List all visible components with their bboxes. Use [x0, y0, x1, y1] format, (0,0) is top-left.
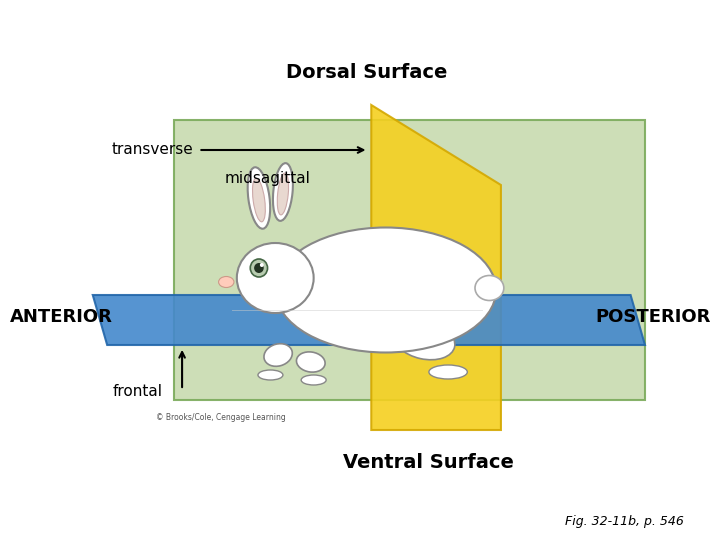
- Circle shape: [260, 263, 264, 267]
- Ellipse shape: [273, 163, 293, 221]
- Ellipse shape: [475, 275, 504, 300]
- Ellipse shape: [277, 173, 289, 215]
- Text: Dorsal Surface: Dorsal Surface: [286, 63, 447, 82]
- Ellipse shape: [219, 276, 234, 287]
- Text: frontal: frontal: [113, 384, 163, 400]
- Text: transverse: transverse: [112, 143, 194, 158]
- Text: midsagittal: midsagittal: [225, 171, 310, 186]
- Text: Ventral Surface: Ventral Surface: [343, 453, 514, 471]
- Circle shape: [254, 263, 264, 273]
- Text: ANTERIOR: ANTERIOR: [9, 308, 112, 326]
- Ellipse shape: [264, 343, 292, 366]
- Ellipse shape: [253, 178, 266, 222]
- Ellipse shape: [248, 167, 270, 229]
- Ellipse shape: [275, 227, 496, 353]
- Ellipse shape: [258, 370, 283, 380]
- Circle shape: [251, 259, 268, 277]
- Ellipse shape: [297, 352, 325, 372]
- Text: © Brooks/Cole, Cengage Learning: © Brooks/Cole, Cengage Learning: [156, 414, 285, 422]
- Ellipse shape: [237, 243, 314, 313]
- Polygon shape: [93, 295, 645, 345]
- Text: POSTERIOR: POSTERIOR: [595, 308, 711, 326]
- Text: Fig. 32-11b, p. 546: Fig. 32-11b, p. 546: [564, 515, 683, 528]
- Ellipse shape: [393, 320, 455, 360]
- Ellipse shape: [429, 365, 467, 379]
- Ellipse shape: [301, 375, 326, 385]
- Polygon shape: [372, 105, 501, 430]
- FancyBboxPatch shape: [174, 120, 645, 400]
